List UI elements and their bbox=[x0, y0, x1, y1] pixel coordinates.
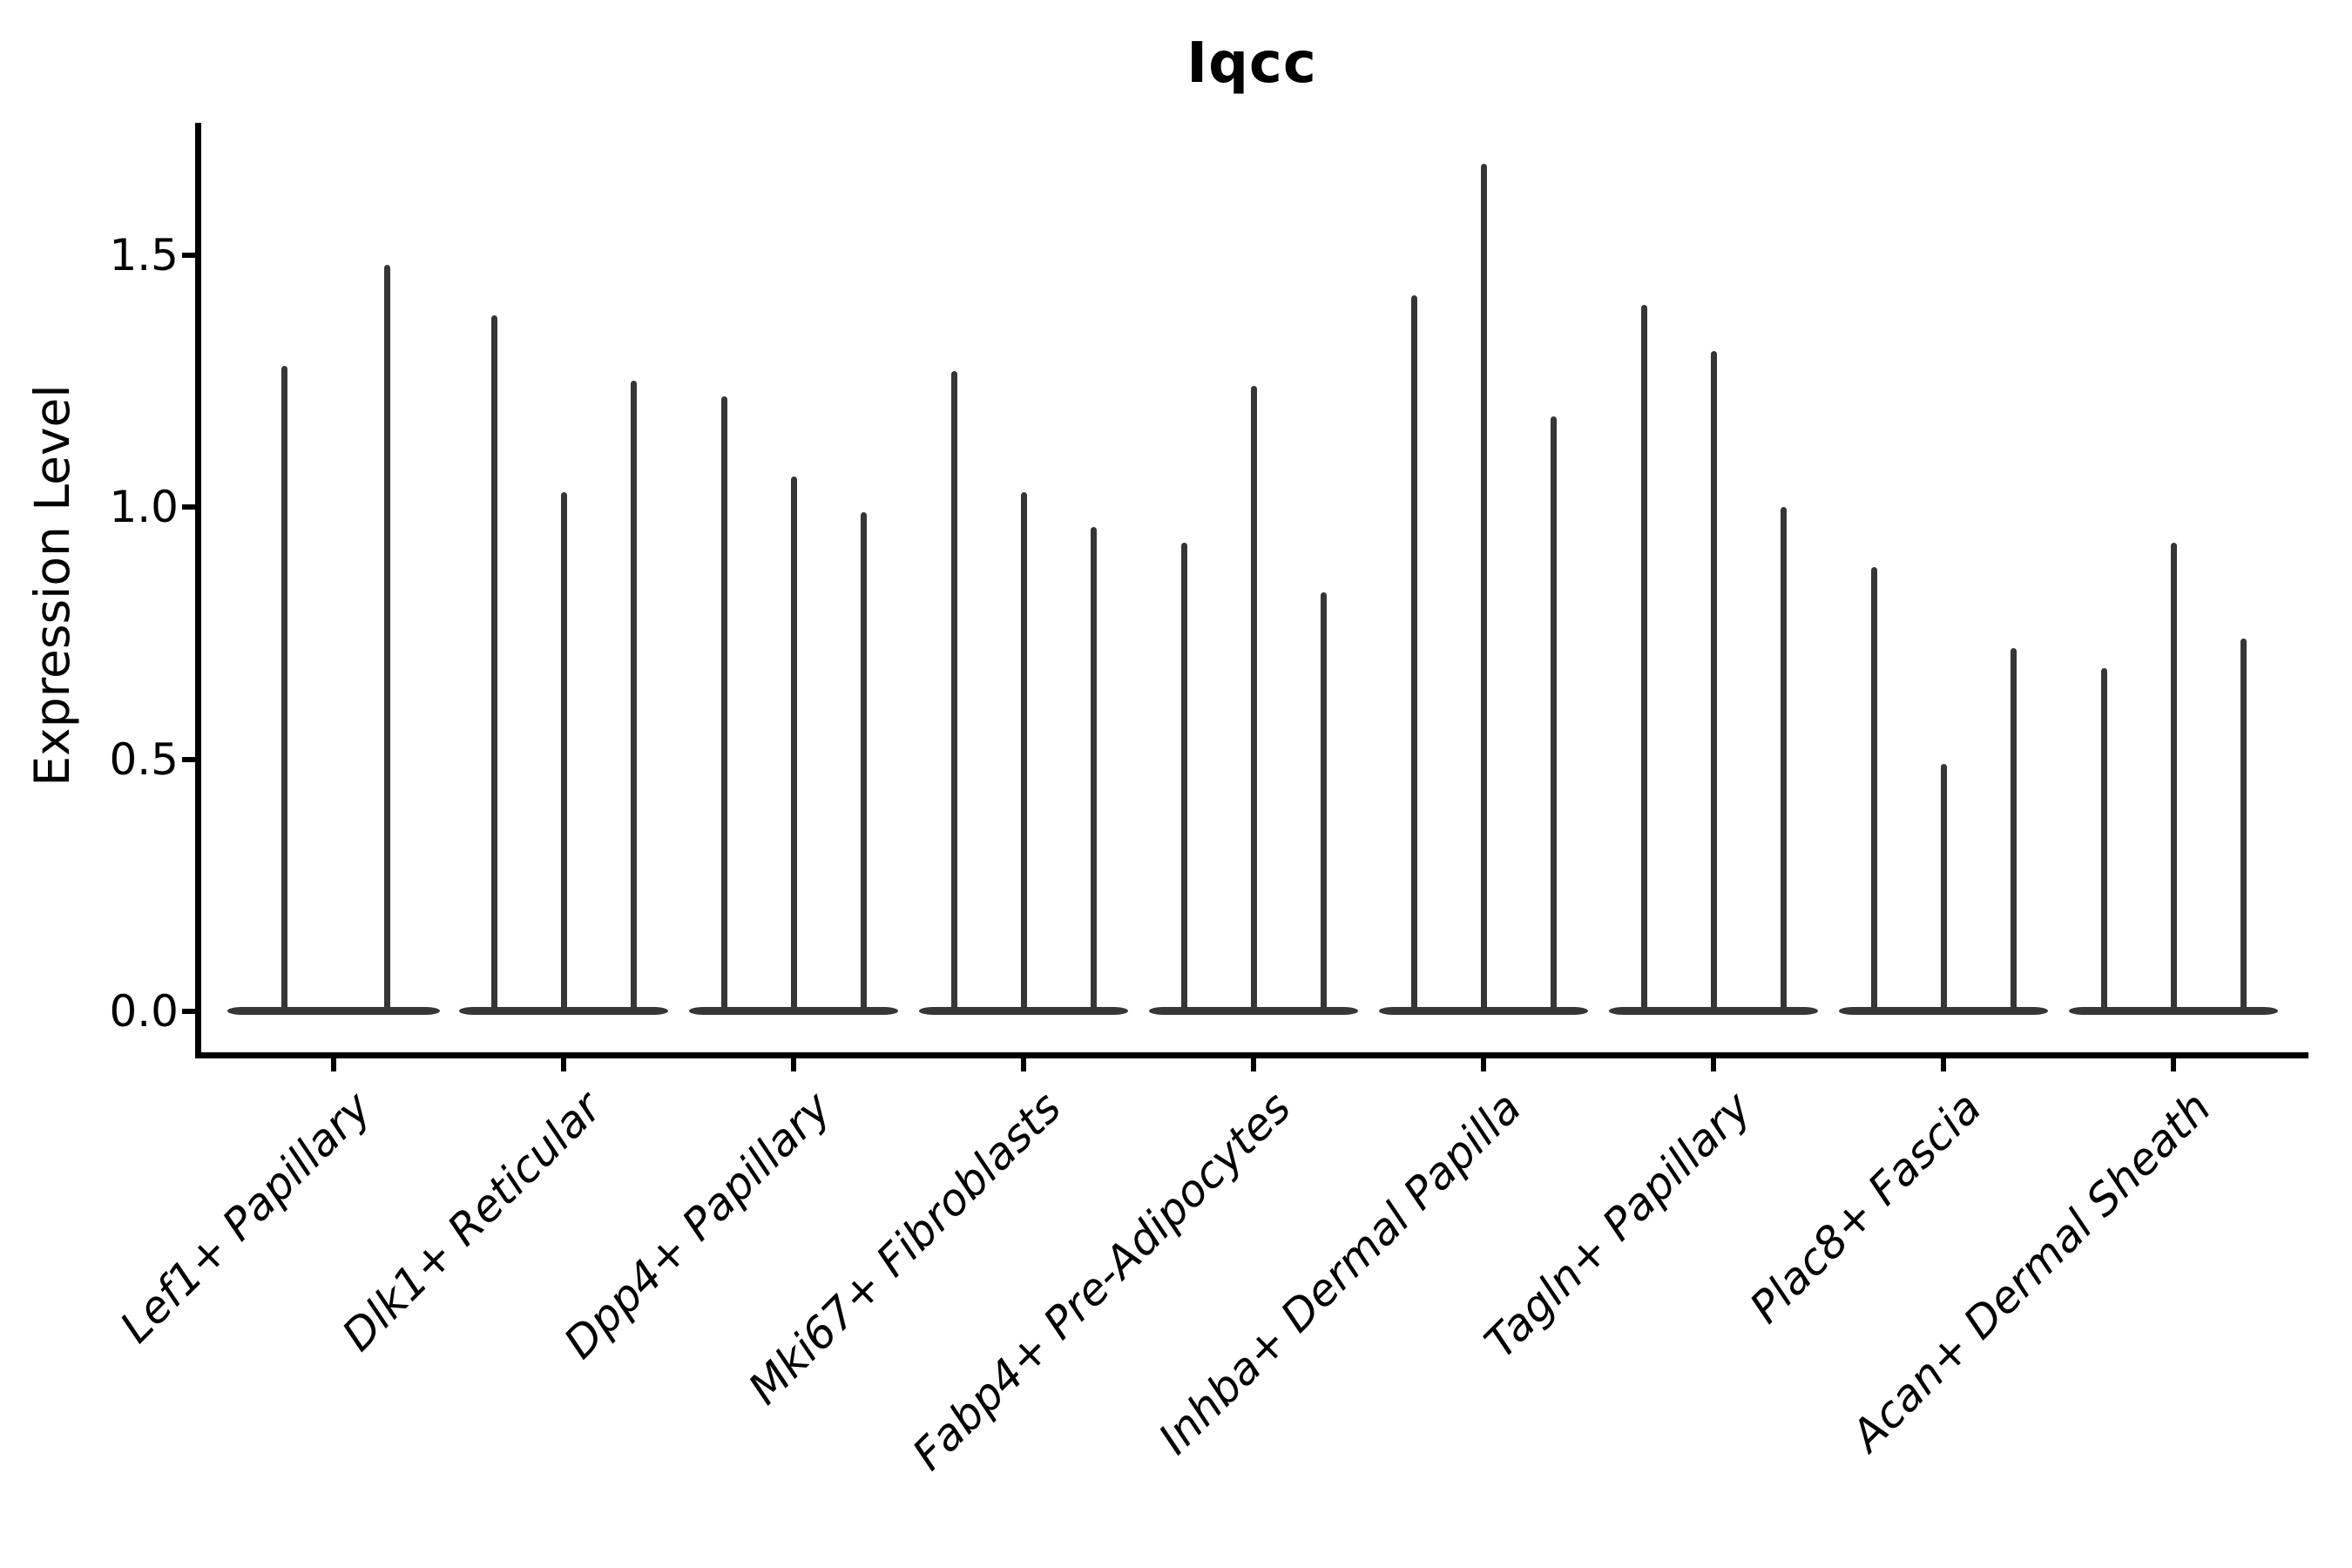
violin-spike-4-1 bbox=[950, 370, 957, 1011]
violin-spike-2-1 bbox=[490, 314, 497, 1011]
violin-spike-5-1 bbox=[1180, 542, 1187, 1011]
violin-spike-4-3 bbox=[1090, 527, 1097, 1011]
x-tick-label: Plac8+ Fascia bbox=[1740, 1082, 1991, 1334]
violin-spike-7-2 bbox=[1710, 350, 1717, 1011]
violin-spike-3-1 bbox=[720, 395, 727, 1011]
violin-spike-6-2 bbox=[1480, 164, 1487, 1011]
violin-base-1 bbox=[227, 1007, 440, 1015]
violin-spike-2-2 bbox=[560, 491, 567, 1011]
violin-spike-2-3 bbox=[630, 381, 637, 1011]
violin-spike-7-1 bbox=[1640, 305, 1647, 1011]
x-tick-mark bbox=[561, 1058, 566, 1071]
violin-spike-5-3 bbox=[1320, 592, 1327, 1011]
violin-spike-7-3 bbox=[1780, 507, 1787, 1011]
violin-spike-6-1 bbox=[1410, 294, 1417, 1011]
x-tick-label: Lef1+ Papillary bbox=[111, 1082, 382, 1353]
violin-spike-3-3 bbox=[860, 511, 867, 1011]
violin-spike-1-2 bbox=[383, 265, 390, 1011]
y-axis-spine bbox=[195, 123, 201, 1058]
x-tick-mark bbox=[331, 1058, 336, 1071]
x-tick-mark bbox=[1251, 1058, 1256, 1071]
violin-spike-8-3 bbox=[2010, 648, 2017, 1011]
x-axis-spine bbox=[195, 1052, 2308, 1058]
y-tick-mark bbox=[182, 252, 195, 258]
y-tick-label: 0.0 bbox=[109, 986, 179, 1037]
violin-spike-9-1 bbox=[2100, 668, 2107, 1011]
x-tick-label: Fabp4+ Pre-Adipocytes bbox=[902, 1082, 1301, 1480]
violin-spike-5-2 bbox=[1250, 386, 1257, 1011]
violin-spike-9-3 bbox=[2240, 638, 2247, 1011]
y-tick-label: 0.5 bbox=[109, 733, 179, 785]
x-tick-mark bbox=[1941, 1058, 1946, 1071]
x-tick-mark bbox=[2171, 1058, 2176, 1071]
y-axis-label: Expression Level bbox=[24, 384, 80, 787]
violin-spike-8-2 bbox=[1940, 764, 1947, 1011]
chart-title: Iqcc bbox=[1186, 31, 1317, 96]
violin-spike-1-1 bbox=[280, 365, 287, 1011]
x-tick-mark bbox=[1021, 1058, 1026, 1071]
violin-spike-6-3 bbox=[1550, 416, 1557, 1011]
y-tick-mark bbox=[182, 504, 195, 510]
violin-spike-8-1 bbox=[1870, 567, 1877, 1011]
violin-spike-3-2 bbox=[790, 476, 797, 1011]
x-tick-mark bbox=[1481, 1058, 1486, 1071]
y-tick-label: 1.0 bbox=[109, 482, 179, 532]
y-tick-mark bbox=[182, 756, 195, 762]
x-tick-mark bbox=[791, 1058, 796, 1071]
y-tick-mark bbox=[182, 1009, 195, 1014]
violin-spike-4-2 bbox=[1020, 491, 1027, 1011]
y-tick-label: 1.5 bbox=[109, 229, 179, 280]
violin-spike-9-2 bbox=[2170, 542, 2177, 1011]
x-tick-mark bbox=[1711, 1058, 1716, 1071]
